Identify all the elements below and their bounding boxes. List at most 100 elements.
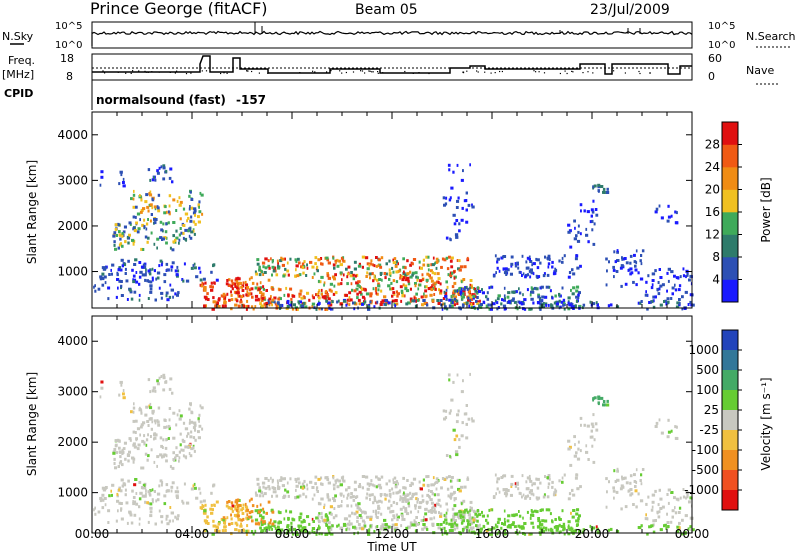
freq-dot	[104, 72, 106, 74]
power-cell	[369, 294, 373, 298]
velocity-cell	[353, 480, 357, 484]
velocity-cell	[444, 515, 448, 519]
power-cell	[297, 307, 299, 311]
velocity-cell	[394, 528, 397, 532]
velocity-cell	[268, 487, 271, 491]
power-cell	[394, 299, 398, 302]
power-cell	[145, 227, 148, 231]
velocity-cell	[289, 510, 293, 514]
velocity-cell	[492, 526, 496, 530]
power-cell	[430, 288, 434, 292]
velocity-cell	[147, 424, 150, 427]
power-cell	[389, 273, 392, 277]
power-cell	[250, 305, 254, 309]
power-cell	[279, 259, 283, 263]
power-cell	[302, 295, 305, 299]
velocity-cell	[271, 486, 275, 490]
power-cell	[542, 305, 545, 309]
power-cell	[144, 235, 148, 239]
velocity-cell	[523, 522, 527, 525]
freq-dot	[592, 72, 594, 74]
velocity-cell	[563, 473, 566, 477]
velocity-cell	[442, 520, 445, 524]
colorbar-swatch	[722, 370, 738, 391]
velocity-cell	[471, 417, 473, 421]
velocity-cell	[172, 411, 176, 415]
ytick-label: 3000	[57, 173, 88, 187]
velocity-cell	[164, 419, 167, 422]
velocity-cell	[372, 501, 375, 505]
power-cell	[256, 262, 260, 266]
power-cell	[356, 283, 360, 287]
velocity-cell	[178, 456, 181, 460]
power-cell	[309, 260, 313, 264]
velocity-cell	[422, 478, 425, 482]
power-cell	[575, 295, 579, 299]
velocity-cell	[254, 522, 259, 526]
velocity-cell	[472, 526, 475, 530]
velocity-cell	[507, 514, 511, 518]
velocity-cell	[677, 511, 681, 514]
nsky-trace	[91, 30, 693, 46]
power-cell	[357, 280, 361, 284]
velocity-cell	[214, 529, 217, 532]
velocity-cell	[130, 410, 133, 414]
power-cell	[593, 184, 597, 188]
velocity-cell	[140, 486, 144, 489]
velocity-cell	[448, 475, 451, 479]
velocity-cell	[110, 489, 112, 493]
beam-label: Beam 05	[355, 2, 418, 18]
power-cell	[682, 274, 686, 278]
velocity-cell	[169, 506, 172, 509]
power-cell	[502, 267, 505, 271]
velocity-cell	[546, 476, 549, 480]
velocity-cell	[154, 433, 158, 437]
power-cell	[436, 299, 440, 302]
velocity-cell	[194, 438, 197, 442]
velocity-cell	[406, 498, 410, 502]
velocity-cell	[246, 508, 250, 512]
power-cell	[656, 288, 659, 292]
power-cell	[418, 260, 421, 264]
velocity-cell	[207, 522, 210, 525]
power-cell	[153, 242, 156, 246]
power-cell	[450, 186, 454, 190]
velocity-cell	[388, 489, 391, 493]
power-cell	[143, 225, 146, 229]
power-cell	[517, 300, 521, 304]
power-cell	[640, 300, 643, 303]
power-colorbar-label: Power [dB]	[759, 177, 773, 242]
power-cell	[454, 289, 457, 293]
freq-dot	[369, 70, 371, 72]
velocity-cell	[149, 390, 152, 394]
power-cell	[135, 221, 138, 225]
velocity-cell	[671, 509, 675, 513]
velocity-cell	[445, 476, 449, 480]
power-cell	[244, 280, 247, 284]
power-cell	[261, 261, 266, 265]
power-cell	[415, 292, 418, 296]
velocity-cell	[333, 487, 336, 491]
velocity-cell	[145, 405, 149, 409]
power-cell	[377, 284, 381, 288]
velocity-cell	[437, 503, 440, 507]
colorbar-tick-label: 4	[712, 273, 720, 287]
velocity-cell	[500, 526, 503, 530]
power-cell	[138, 282, 141, 286]
velocity-cell	[544, 475, 546, 478]
velocity-cell	[171, 391, 174, 395]
power-cell	[366, 267, 370, 271]
power-cell	[236, 284, 240, 288]
power-cell	[291, 294, 296, 298]
velocity-cell	[160, 483, 163, 487]
power-heatmap	[93, 163, 695, 311]
power-cell	[176, 293, 179, 297]
power-cell	[674, 221, 678, 225]
power-cell	[452, 170, 455, 174]
ytick-label: 1000	[57, 265, 88, 279]
power-cell	[306, 266, 309, 270]
power-cell	[368, 262, 372, 266]
velocity-cell	[437, 480, 439, 484]
